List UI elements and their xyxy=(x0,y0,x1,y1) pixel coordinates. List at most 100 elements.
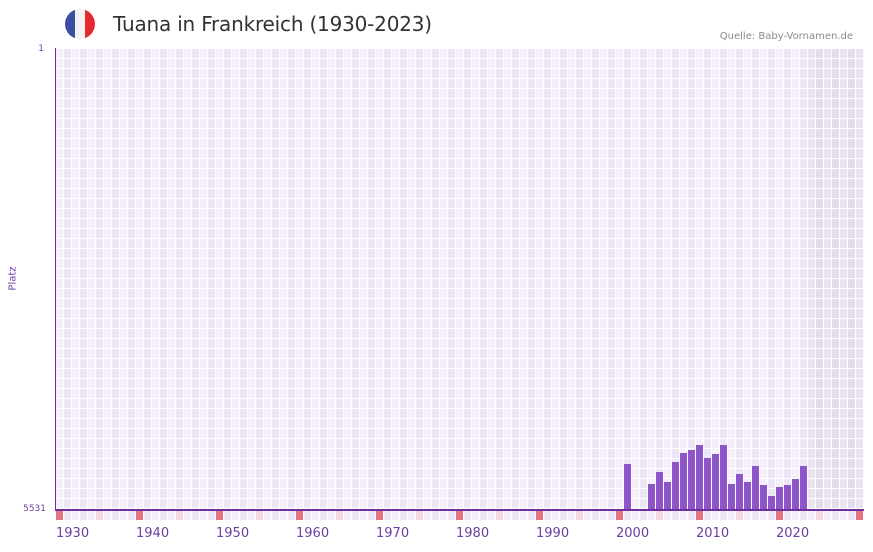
bar-2004[interactable] xyxy=(648,483,655,510)
grid-column xyxy=(712,48,720,518)
grid-column xyxy=(768,48,776,518)
grid-column xyxy=(440,48,448,518)
year-marker xyxy=(624,511,631,520)
bar-2005[interactable] xyxy=(656,471,663,510)
bar-2007[interactable] xyxy=(672,461,679,510)
grid-column xyxy=(144,48,152,518)
grid-column xyxy=(304,48,312,518)
bar-2001[interactable] xyxy=(624,463,631,510)
grid-column xyxy=(560,48,568,518)
bar-2006[interactable] xyxy=(664,481,671,510)
grid-column xyxy=(56,48,64,518)
bar-2012[interactable] xyxy=(712,453,719,510)
grid-column xyxy=(152,48,160,518)
year-marker xyxy=(160,511,167,520)
grid-column xyxy=(240,48,248,518)
bar-2020[interactable] xyxy=(776,486,783,510)
grid-column xyxy=(832,48,840,518)
year-marker xyxy=(704,511,711,520)
bar-2015[interactable] xyxy=(736,473,743,510)
year-marker xyxy=(488,511,495,520)
grid-column xyxy=(464,48,472,518)
grid-column xyxy=(856,48,864,518)
grid-column xyxy=(736,48,744,518)
bar-2010[interactable] xyxy=(696,444,703,510)
bar-2023[interactable] xyxy=(800,465,807,510)
year-marker xyxy=(240,511,247,520)
grid-column xyxy=(96,48,104,518)
bar-2019[interactable] xyxy=(768,495,775,510)
half-decade-marker xyxy=(656,511,663,520)
year-marker xyxy=(288,511,295,520)
year-marker xyxy=(824,511,831,520)
grid-column xyxy=(472,48,480,518)
year-marker xyxy=(504,511,511,520)
year-marker xyxy=(744,511,751,520)
bar-2018[interactable] xyxy=(760,484,767,510)
year-marker xyxy=(440,511,447,520)
half-decade-marker xyxy=(256,511,263,520)
grid-column xyxy=(176,48,184,518)
grid-column xyxy=(288,48,296,518)
grid-column xyxy=(656,48,664,518)
grid-column xyxy=(488,48,496,518)
grid-column xyxy=(64,48,72,518)
grid-column xyxy=(616,48,624,518)
year-marker xyxy=(248,511,255,520)
bar-2022[interactable] xyxy=(792,478,799,510)
grid-column xyxy=(504,48,512,518)
grid-column xyxy=(104,48,112,518)
grid-column xyxy=(328,48,336,518)
year-marker xyxy=(608,511,615,520)
grid-column xyxy=(512,48,520,518)
grid-column xyxy=(704,48,712,518)
grid-column xyxy=(584,48,592,518)
year-marker xyxy=(512,511,519,520)
year-marker xyxy=(384,511,391,520)
grid-column xyxy=(72,48,80,518)
bar-2021[interactable] xyxy=(784,484,791,510)
year-marker xyxy=(848,511,855,520)
grid-column xyxy=(408,48,416,518)
bar-2016[interactable] xyxy=(744,481,751,510)
grid-column xyxy=(376,48,384,518)
half-decade-marker xyxy=(736,511,743,520)
grid-column xyxy=(192,48,200,518)
x-tick-2000: 2000 xyxy=(616,526,650,541)
bar-2009[interactable] xyxy=(688,449,695,510)
grid-column xyxy=(496,48,504,518)
bar-2014[interactable] xyxy=(728,483,735,510)
year-marker xyxy=(672,511,679,520)
grid-column xyxy=(624,48,632,518)
grid-column xyxy=(128,48,136,518)
decade-marker xyxy=(696,511,703,520)
year-marker xyxy=(392,511,399,520)
year-marker xyxy=(200,511,207,520)
grid-column xyxy=(112,48,120,518)
bar-2013[interactable] xyxy=(720,444,727,510)
grid-column xyxy=(312,48,320,518)
year-marker xyxy=(448,511,455,520)
flag-icon xyxy=(65,9,95,39)
y-axis-label: Platz xyxy=(7,266,19,291)
grid-column xyxy=(120,48,128,518)
year-marker xyxy=(728,511,735,520)
flag-stripe-blue xyxy=(65,9,75,39)
year-marker xyxy=(64,511,71,520)
year-marker xyxy=(680,511,687,520)
x-tick-1940: 1940 xyxy=(136,526,170,541)
bar-2017[interactable] xyxy=(752,465,759,510)
year-marker xyxy=(640,511,647,520)
y-axis-line xyxy=(55,48,56,511)
year-marker xyxy=(664,511,671,520)
year-marker xyxy=(264,511,271,520)
year-marker xyxy=(408,511,415,520)
bar-2008[interactable] xyxy=(680,452,687,510)
grid-column xyxy=(432,48,440,518)
flag-stripe-red xyxy=(85,9,95,39)
plot-area xyxy=(56,48,864,518)
grid-column xyxy=(384,48,392,518)
grid-column xyxy=(400,48,408,518)
x-tick-1970: 1970 xyxy=(376,526,410,541)
bar-2011[interactable] xyxy=(704,457,711,510)
